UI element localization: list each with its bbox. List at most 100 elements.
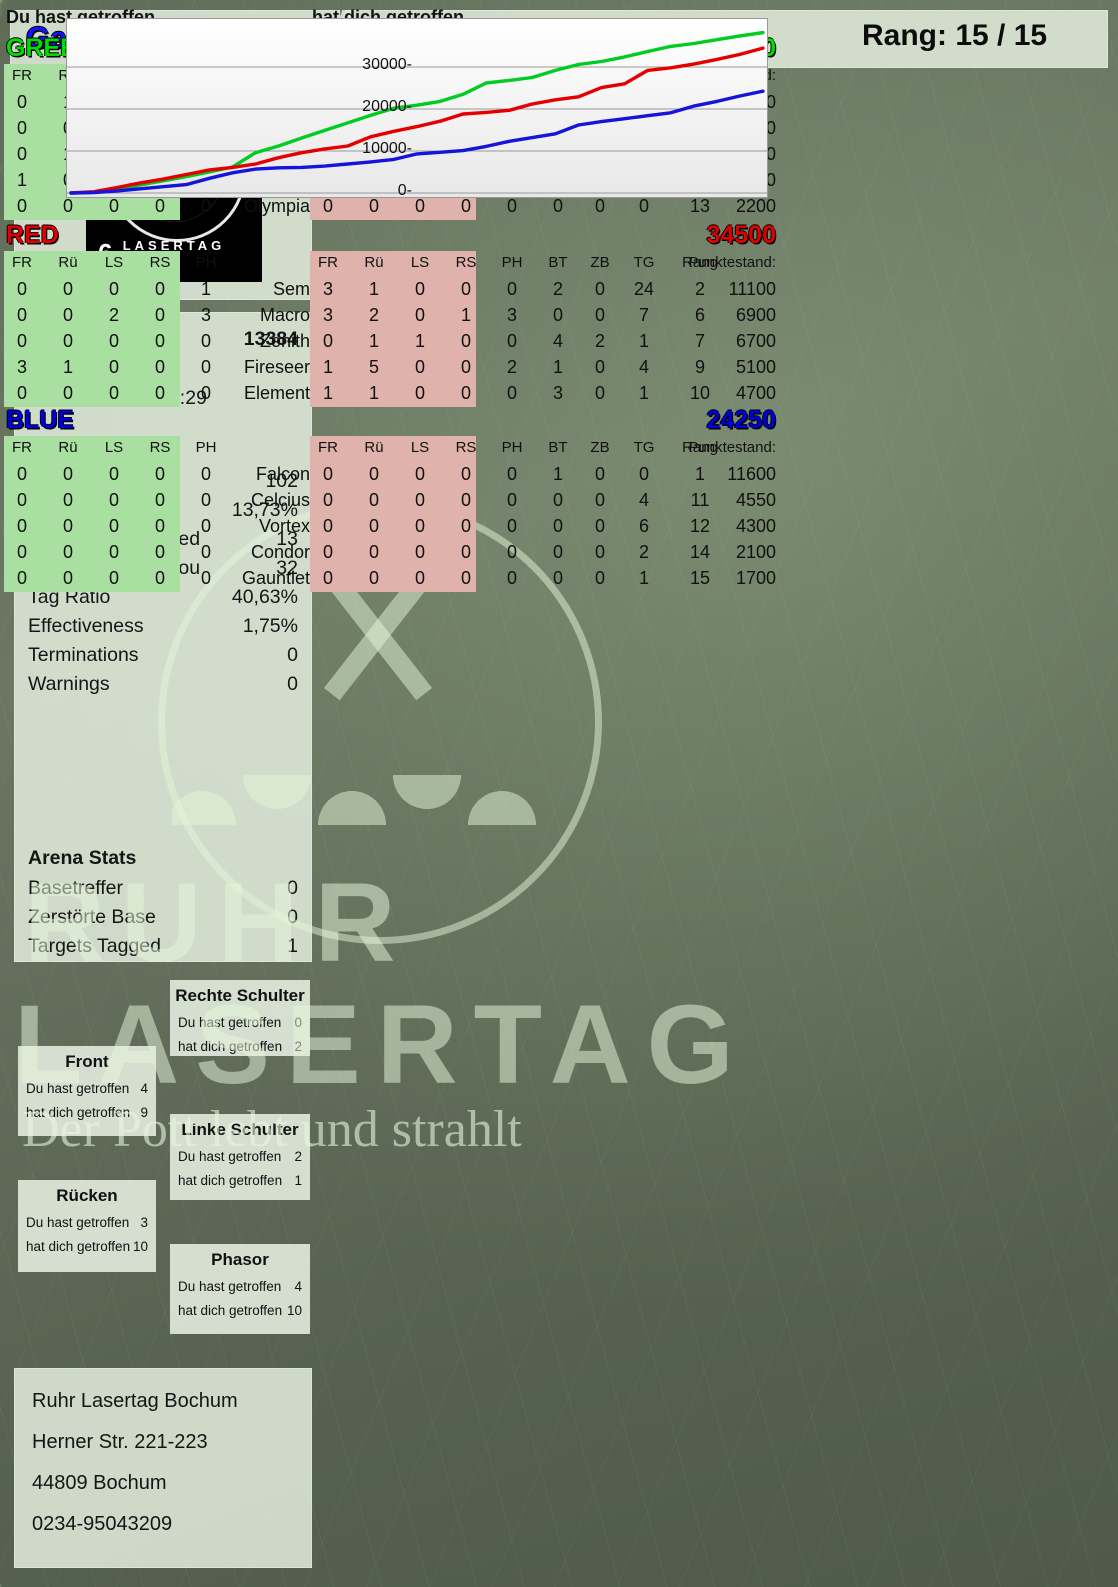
cell-hit: 0 — [16, 568, 28, 588]
cell-hit: 0 — [108, 196, 120, 216]
bodypart-phasor: Phasor Du hast getroffen 4 hat dich getroff… — [170, 1244, 310, 1334]
cell-hurt: 0 — [460, 196, 472, 216]
cell-hit: 0 — [200, 568, 212, 588]
cell-hit: 0 — [108, 279, 120, 299]
cell-hurt: 0 — [414, 542, 426, 562]
cell-hit: 0 — [16, 542, 28, 562]
cell-bt: 0 — [552, 568, 564, 588]
cell-hit: 0 — [16, 92, 28, 112]
cell-hit: 0 — [154, 196, 166, 216]
team-score: 34500 — [706, 221, 776, 249]
cell-hit: 0 — [108, 357, 120, 377]
address-line: 44809 Bochum — [32, 1472, 167, 1494]
cell-rang: 2 — [694, 279, 706, 299]
col-header-hurt-Rü: Rü — [364, 439, 384, 456]
arena-stats-title: Arena Stats — [28, 847, 137, 869]
cell-hit: 0 — [16, 383, 28, 403]
col-header-ZB: ZB — [590, 254, 610, 271]
col-header-BT: BT — [548, 439, 568, 456]
col-header-hurt-LS: LS — [410, 439, 430, 456]
cell-bt: 2 — [552, 279, 564, 299]
hit-block — [4, 251, 180, 407]
cell-hurt: 0 — [322, 516, 334, 536]
hurt-block — [310, 436, 476, 592]
col-header-hurt-FR: FR — [318, 439, 338, 456]
cell-hit: 0 — [108, 542, 120, 562]
cell-tg: 4 — [638, 490, 650, 510]
cell-hurt: 0 — [506, 490, 518, 510]
player-name: Gauntlet — [241, 568, 310, 588]
bodypart-hurt-row: hat dich getroffen 2 — [178, 1039, 302, 1054]
cell-hit: 0 — [200, 383, 212, 403]
cell-tg: 1 — [638, 568, 650, 588]
col-header-hurt-LS: LS — [410, 254, 430, 271]
cell-rang: 10 — [689, 383, 711, 403]
bodypart-hit-row: Du hast getroffen 4 — [178, 1279, 302, 1294]
cell-hurt: 1 — [460, 305, 472, 325]
cell-hit: 0 — [16, 279, 28, 299]
cell-rang: 15 — [689, 568, 711, 588]
cell-hit: 1 — [200, 279, 212, 299]
cell-hit: 0 — [200, 357, 212, 377]
bodypart-ruecken: Rücken Du hast getroffen 3 hat dich getroff… — [18, 1180, 156, 1272]
cell-zb: 0 — [594, 196, 606, 216]
cell-tg: 7 — [638, 305, 650, 325]
cell-hurt: 0 — [414, 464, 426, 484]
cell-hurt: 0 — [414, 568, 426, 588]
col-header-punktestand: Punktestand: — [688, 254, 776, 271]
bodypart-hurt-row: hat dich getroffen 10 — [26, 1239, 148, 1254]
cell-hit: 0 — [108, 331, 120, 351]
bodypart-linke-schulter: Linke Schulter Du hast getroffen 2 hat dich… — [170, 1114, 310, 1200]
logo-bottom-text: LASERTAG — [122, 238, 226, 253]
col-header-hit-RS: RS — [149, 439, 171, 456]
cell-zb: 2 — [594, 331, 606, 351]
cell-hit: 0 — [16, 305, 28, 325]
cell-hit: 0 — [62, 331, 74, 351]
cell-hit: 0 — [200, 464, 212, 484]
cell-hurt: 0 — [368, 542, 380, 562]
cell-hurt: 0 — [322, 568, 334, 588]
cell-hit: 0 — [154, 516, 166, 536]
cell-hurt: 0 — [414, 279, 426, 299]
cell-hurt: 0 — [414, 196, 426, 216]
bodypart-hit-row: Du hast getroffen 3 — [26, 1215, 148, 1230]
cell-hurt: 1 — [414, 331, 426, 351]
cell-hit: 0 — [16, 464, 28, 484]
cell-bt: 1 — [552, 357, 564, 377]
cell-hurt: 0 — [460, 516, 472, 536]
col-header-hit-RS: RS — [149, 254, 171, 271]
cell-hurt: 0 — [460, 490, 472, 510]
col-header-Rang: Rang — [682, 439, 718, 456]
cell-hurt: 1 — [368, 331, 380, 351]
cell-hit: 0 — [16, 331, 28, 351]
cell-hurt: 3 — [506, 305, 518, 325]
cell-hurt: 0 — [368, 464, 380, 484]
team-block: RED 34500 FR Rü LS RS PH FR Rü LS RS PH BT ZB TG Rang Pu… — [0, 221, 788, 407]
cell-bt: 0 — [552, 196, 564, 216]
cell-hurt: 0 — [368, 196, 380, 216]
bodypart-front: Front Du hast getroffen 4 hat dich getroffe… — [18, 1046, 156, 1136]
cell-tg: 2 — [638, 542, 650, 562]
cell-punktestand: 2200 — [735, 196, 776, 216]
bodypart-title: Front — [65, 1052, 109, 1071]
col-header-hit-LS: LS — [104, 439, 124, 456]
cell-hurt: 0 — [414, 383, 426, 403]
cell-rang: 14 — [689, 542, 711, 562]
cell-hurt: 0 — [414, 357, 426, 377]
cell-hit: 0 — [154, 464, 166, 484]
player-name: Fireseer — [243, 357, 310, 377]
cell-hurt: 0 — [368, 568, 380, 588]
hit-block — [4, 436, 180, 592]
cell-hurt: 0 — [460, 542, 472, 562]
cell-bt: 3 — [552, 383, 564, 403]
cell-hit: 0 — [62, 464, 74, 484]
cell-hurt: 0 — [460, 279, 472, 299]
col-header-BT: BT — [548, 254, 568, 271]
cell-hit: 0 — [154, 490, 166, 510]
player-name: Celcius — [250, 490, 310, 510]
cell-hit: 0 — [108, 490, 120, 510]
cell-tg: 0 — [638, 196, 650, 216]
cell-zb: 0 — [594, 464, 606, 484]
cell-hurt: 0 — [506, 331, 518, 351]
col-header-hurt-RS: RS — [455, 439, 477, 456]
